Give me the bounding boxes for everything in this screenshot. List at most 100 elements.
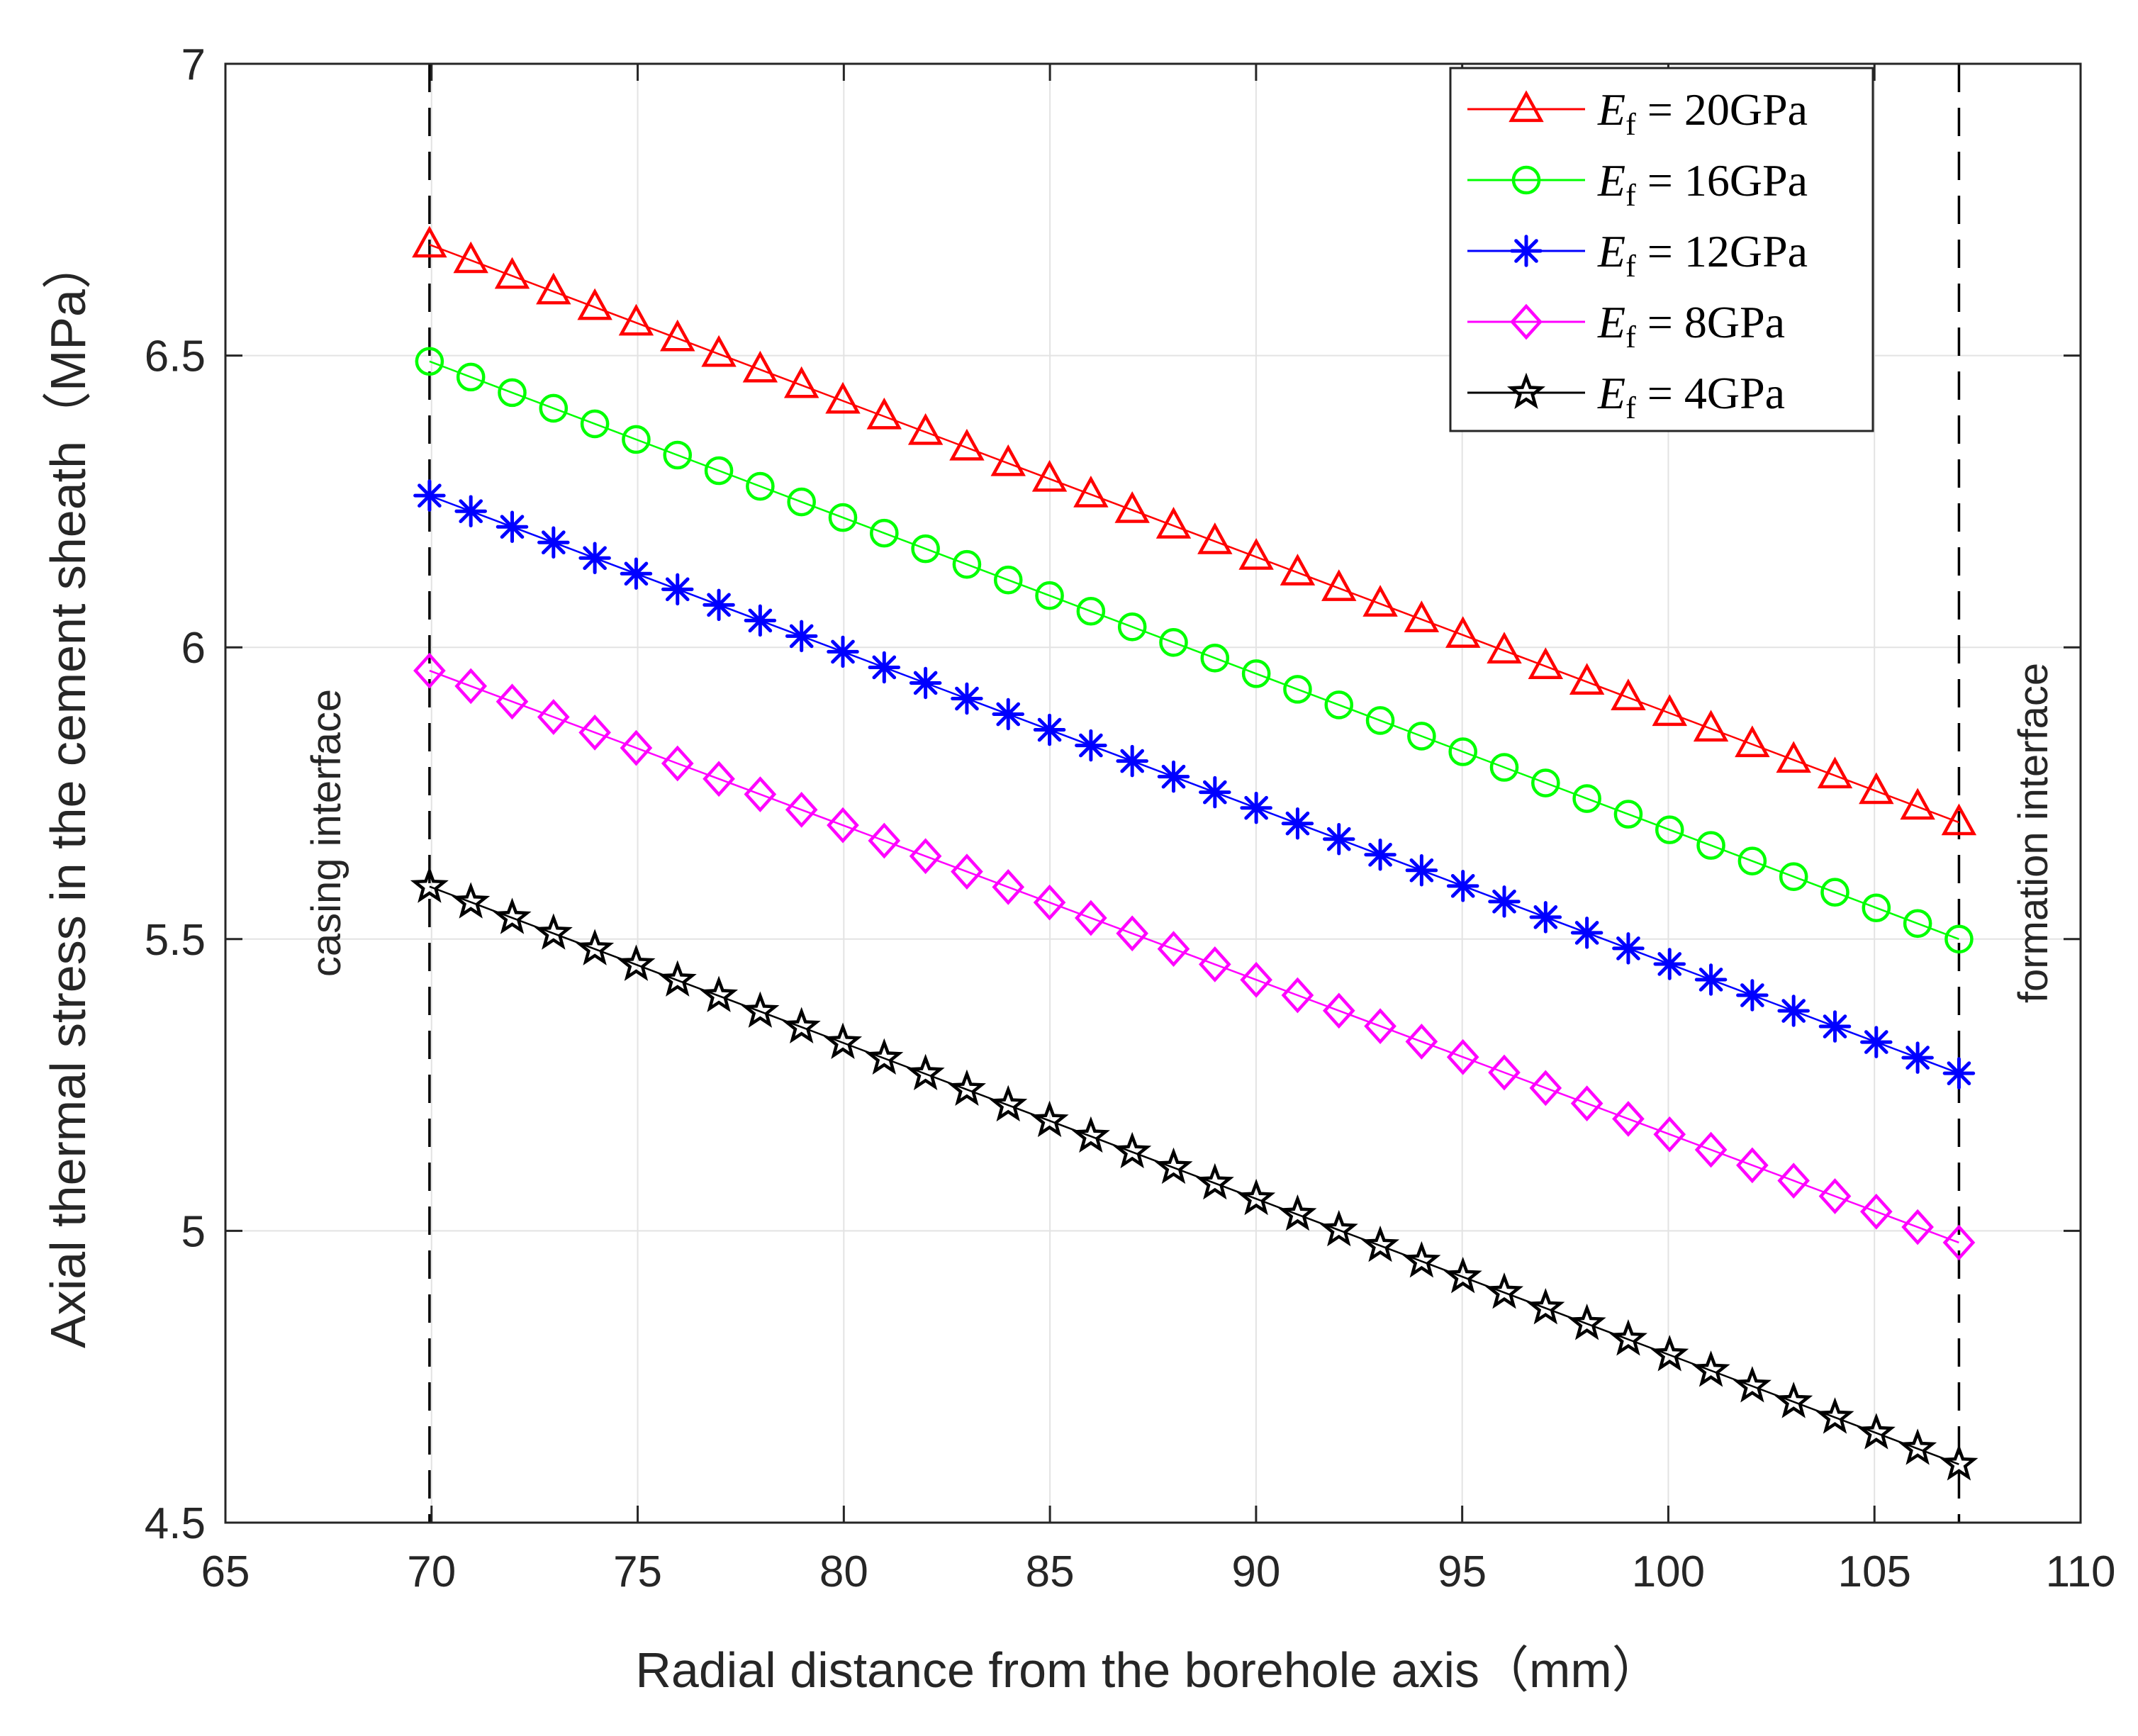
asterisk-stroke xyxy=(789,624,814,649)
data-point xyxy=(1694,1131,1728,1168)
data-point xyxy=(1281,977,1314,1014)
data-point xyxy=(1446,870,1479,902)
data-point xyxy=(744,776,777,812)
data-point xyxy=(704,456,734,486)
data-point xyxy=(1031,459,1068,492)
asterisk-stroke xyxy=(1905,1046,1930,1070)
data-point xyxy=(1321,569,1357,601)
x-axis-label: Radial distance from the borehole axis（m… xyxy=(635,1642,1661,1698)
data-point xyxy=(1198,946,1231,982)
data-point xyxy=(1155,507,1192,539)
data-point xyxy=(1733,1366,1772,1403)
data-point xyxy=(1116,915,1149,952)
x-tick-label: 105 xyxy=(1837,1547,1910,1596)
data-point xyxy=(1365,706,1395,735)
data-point xyxy=(1737,846,1767,875)
data-point xyxy=(1903,909,1932,939)
data-point xyxy=(620,557,653,590)
data-point xyxy=(782,1007,821,1043)
data-point xyxy=(1241,659,1271,688)
data-point xyxy=(1197,522,1233,554)
data-point xyxy=(1529,901,1562,934)
data-point xyxy=(454,495,487,527)
data-point xyxy=(744,604,777,637)
data-point xyxy=(1735,725,1770,758)
y-tick-label: 5 xyxy=(181,1207,206,1256)
data-point xyxy=(1324,690,1354,719)
data-point xyxy=(746,471,775,501)
asterisk-stroke xyxy=(500,515,525,539)
asterisk-stroke xyxy=(624,561,649,586)
data-point xyxy=(1323,823,1355,856)
series-star xyxy=(410,866,1979,1481)
data-point xyxy=(701,335,737,367)
data-point xyxy=(1157,760,1190,793)
tick-labels: 65 70 75 80 85 90 95 100 105 110 4.5 5 5.5 6 6.5 7 xyxy=(145,40,2116,1596)
data-point xyxy=(1364,839,1397,871)
data-point xyxy=(1033,884,1066,921)
data-point xyxy=(828,503,858,532)
data-point xyxy=(1859,772,1894,805)
legend-marker xyxy=(1506,372,1546,409)
asterisk-stroke xyxy=(1823,1014,1847,1038)
x-tick-label: 65 xyxy=(201,1547,250,1596)
data-point xyxy=(620,729,653,766)
data-point xyxy=(534,913,573,950)
asterisk-stroke xyxy=(1864,1030,1888,1054)
data-point xyxy=(578,542,611,575)
data-point xyxy=(742,350,778,383)
grid-lines xyxy=(225,64,2081,1523)
data-point xyxy=(1860,1026,1893,1058)
series-line xyxy=(429,495,1959,1075)
asterisk-stroke xyxy=(541,530,566,555)
x-tick-label: 110 xyxy=(2046,1547,2116,1596)
data-point xyxy=(1774,1382,1813,1418)
data-point xyxy=(1361,1225,1400,1262)
data-point xyxy=(947,1069,986,1107)
data-point xyxy=(452,882,491,919)
formation-interface-label: formation interface xyxy=(2010,663,2056,1003)
data-point xyxy=(1240,791,1272,824)
data-point xyxy=(1612,932,1645,965)
data-point xyxy=(785,620,818,653)
series-line xyxy=(429,669,1959,1244)
data-point xyxy=(1653,948,1686,980)
data-point xyxy=(865,1038,904,1075)
data-point xyxy=(1696,831,1725,860)
data-point xyxy=(1075,729,1107,762)
data-point xyxy=(1691,1350,1730,1387)
asterisk-stroke xyxy=(707,593,731,617)
data-point xyxy=(1278,1194,1317,1231)
series-asterisk xyxy=(413,479,1976,1090)
data-point xyxy=(1487,632,1522,663)
data-point xyxy=(1364,1008,1397,1044)
data-point xyxy=(907,413,944,445)
data-point xyxy=(1076,596,1106,626)
data-point xyxy=(1484,1272,1524,1309)
data-point xyxy=(1531,768,1560,797)
interface-lines xyxy=(428,64,1961,1523)
asterisk-stroke xyxy=(1326,827,1351,851)
data-point xyxy=(1319,1209,1358,1247)
data-point xyxy=(660,319,695,352)
data-point xyxy=(578,714,611,751)
legend-label: Ef = 12GPa xyxy=(1597,226,1808,284)
asterisk-stroke xyxy=(955,686,979,711)
x-tick-label: 85 xyxy=(1026,1547,1075,1596)
legend-entry: Ef = 12GPa xyxy=(1467,226,1808,284)
legend-marker xyxy=(1509,90,1544,123)
data-point xyxy=(1280,554,1316,586)
asterisk-stroke xyxy=(1698,968,1723,992)
x-tick-label: 100 xyxy=(1632,1547,1705,1596)
data-point xyxy=(577,288,612,320)
asterisk-stroke xyxy=(748,608,773,633)
y-tick-label: 5.5 xyxy=(145,916,206,965)
data-point xyxy=(1448,737,1477,766)
data-point xyxy=(1405,854,1438,887)
asterisk-stroke xyxy=(583,546,607,571)
data-point xyxy=(866,397,902,430)
data-point xyxy=(456,362,486,392)
y-tick-label: 7 xyxy=(181,40,206,89)
